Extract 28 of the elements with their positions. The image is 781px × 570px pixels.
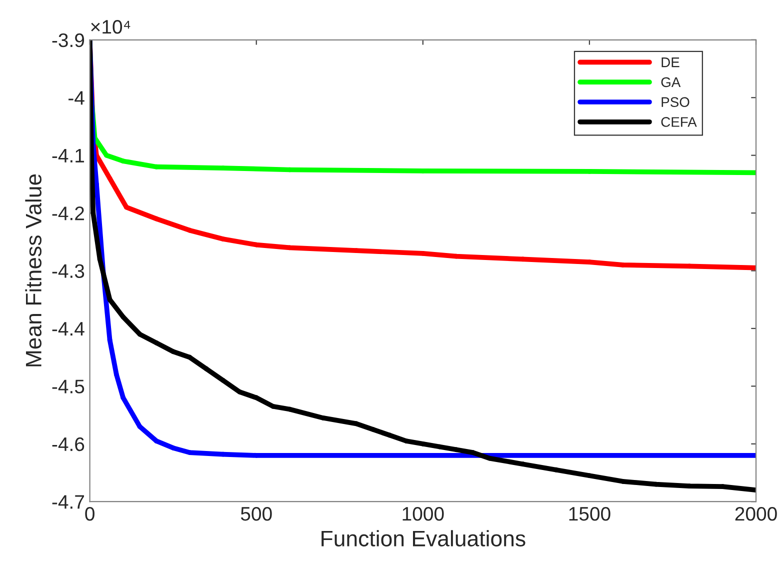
x-tick-label: 1000 bbox=[402, 506, 444, 521]
x-tick-label: 500 bbox=[240, 506, 272, 521]
y-tick-label: -4.7 bbox=[52, 495, 84, 509]
legend-label: PSO bbox=[662, 97, 690, 107]
y-tick-label: -4.4 bbox=[52, 322, 84, 336]
y-axis-title: Mean Fitness Value bbox=[25, 174, 42, 366]
point bbox=[107, 176, 112, 181]
point bbox=[137, 424, 142, 430]
legend-label: DE bbox=[662, 58, 680, 68]
y-tick-label: -4 bbox=[68, 91, 84, 105]
point bbox=[124, 204, 129, 210]
point bbox=[204, 366, 209, 372]
legend-label: CEFA bbox=[661, 117, 697, 127]
text: ×10⁴ bbox=[91, 20, 130, 34]
y-tick-label: -4.5 bbox=[52, 380, 84, 394]
point bbox=[137, 332, 142, 337]
point bbox=[154, 340, 159, 346]
x-axis-title: Function Evaluations bbox=[322, 530, 526, 546]
point bbox=[120, 314, 126, 320]
y-tick-label: -4.6 bbox=[52, 437, 84, 452]
y-tick-label: -4.3 bbox=[52, 264, 84, 278]
y-tick-label: -4.1 bbox=[52, 148, 84, 162]
x-tick-label: 0 bbox=[85, 506, 94, 521]
x-tick-label: 2000 bbox=[735, 506, 777, 521]
legend-label: GA bbox=[661, 77, 681, 88]
y-tick-label: -4.2 bbox=[52, 206, 84, 220]
y-tick-label: -3.9 bbox=[52, 33, 84, 48]
x-tick-label: 1500 bbox=[569, 506, 610, 521]
